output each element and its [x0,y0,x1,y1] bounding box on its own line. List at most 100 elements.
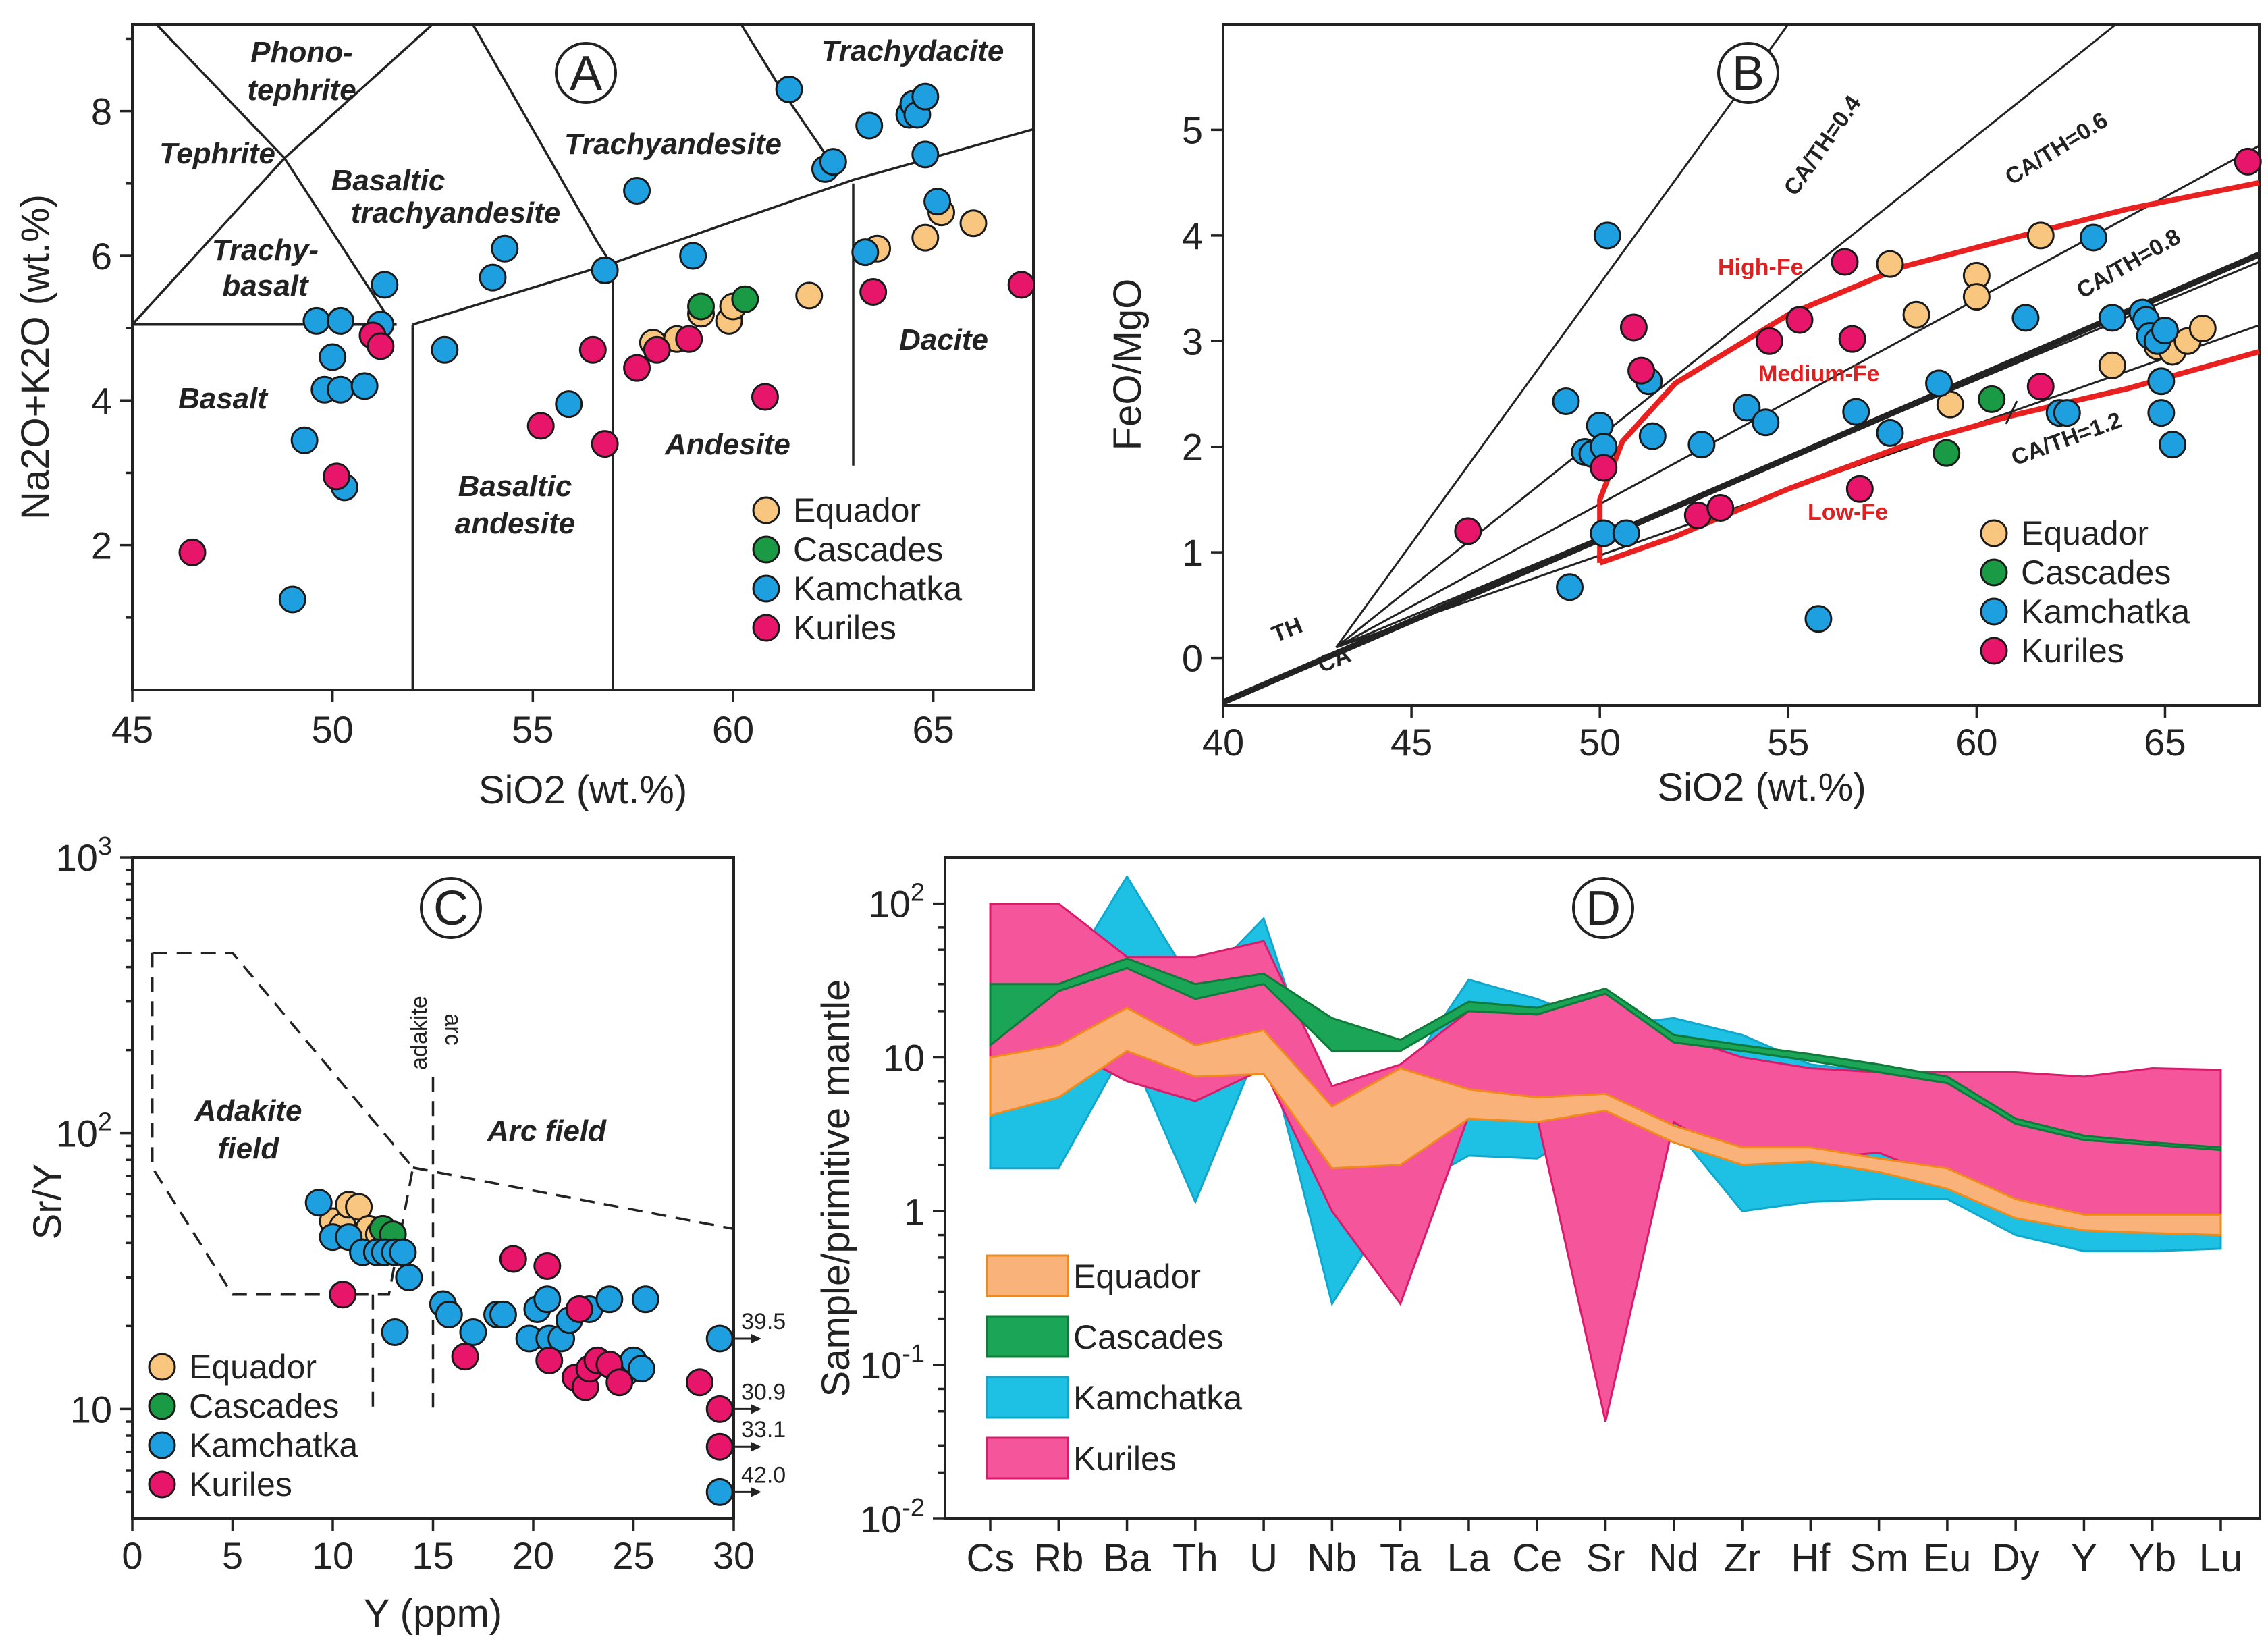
point-kamchatka [533,1285,562,1314]
field-boundary [155,23,286,159]
point-kamchatka [819,148,847,176]
line-label: CA/TH=0.6 [2001,107,2112,190]
x-tick-label: Nd [1649,1536,1699,1580]
legend-label-kuriles: Kuriles [1073,1440,1177,1478]
field-label: andesite [455,507,576,540]
legend-swatch-equador [986,1254,1069,1297]
legend-marker-kuriles [148,1470,176,1499]
legend-label-equador: Equador [2021,514,2149,552]
x-tick-label: Sm [1850,1536,1908,1580]
point-kuriles [705,1432,734,1461]
x-tick-label: 45 [1390,721,1432,763]
point-kuriles [329,1281,357,1309]
point-kuriles [1755,327,1783,355]
x-tick-label: 40 [1202,721,1244,763]
point-kamchatka [2147,399,2176,427]
point-kamchatka [851,238,880,267]
point-kamchatka [1842,398,1870,426]
point-kamchatka [911,140,940,169]
y-tick-label: 10 [883,1036,925,1079]
x-tick-label: Th [1172,1536,1218,1580]
x-tick-label: 30 [713,1534,755,1577]
point-equador [1962,283,1991,311]
plot-frame [131,23,1035,691]
point-equador [2026,221,2055,250]
point-kamchatka [350,372,379,400]
point-cascades [731,285,759,313]
point-cascades [687,292,716,321]
panel-d: Cs Rb Ba Th U Nb Ta La Ce Sr Nd Zr Hf Sm Eu Dy Y Yb Lu 10-2… [814,856,2261,1580]
legend-marker-equador [752,496,780,524]
panel-c: 0 5 10 15 20 25 30 10 102 103 Y (ppm) Sr/Y Adakite fi… [26,832,786,1636]
x-tick-label: 65 [2144,721,2186,763]
range-cascades [989,957,2222,1152]
field-label: Trachydacite [821,34,1004,68]
x-tick-label: Sr [1586,1536,1625,1580]
point-kamchatka [431,335,459,364]
point-kamchatka [2012,304,2040,332]
point-kamchatka [705,1478,734,1506]
y-tick-label: 1 [904,1190,925,1233]
point-kamchatka [627,1355,655,1383]
legend-marker-equador [148,1353,176,1381]
arrowhead [751,1487,761,1497]
point-kuriles [1845,475,1874,503]
x-axis-label: Y (ppm) [364,1592,502,1636]
field-label: Basaltic [458,470,572,503]
point-kamchatka [1552,387,1580,415]
adakite-field [151,951,414,1296]
field-label: trachyandesite [351,196,561,230]
offscale-label: 42.0 [741,1462,786,1488]
legend-marker-cascades [752,535,780,564]
point-kuriles [751,383,779,411]
legend-swatch-kuriles [986,1436,1069,1480]
point-equador [1902,300,1931,329]
point-kuriles [367,332,395,360]
point-kamchatka [2151,317,2179,345]
panel-label-d: D [1586,882,1621,936]
point-equador [795,281,824,310]
legend-label-equador: Equador [1073,1258,1201,1295]
point-equador [2188,315,2217,343]
point-kuriles [565,1295,593,1324]
ca-th-line [1335,144,2260,649]
point-kamchatka [911,82,940,111]
point-kamchatka [389,1238,417,1266]
x-tick-label: 20 [512,1534,554,1577]
arc-field-boundary [412,1166,734,1231]
y-axis-label: FeO/MgO [1106,279,1150,451]
point-kamchatka [1556,573,1584,601]
x-tick-label: 65 [913,708,954,751]
y-axis-label: Sample/primitive mantle [814,979,858,1397]
legend-swatch-kamchatka [986,1376,1069,1419]
point-kamchatka [1733,394,1761,422]
point-kuriles [451,1343,479,1371]
point-kuriles [533,1252,562,1280]
legend-marker-equador [1980,519,2008,547]
x-tick-label: 5 [222,1534,243,1577]
x-tick-label: 60 [712,708,754,751]
point-kamchatka [631,1285,659,1314]
arrowhead [751,1334,761,1344]
y-tick-label: 0 [1182,637,1203,680]
point-kuriles [643,335,671,364]
point-kuriles [591,430,619,458]
point-kamchatka [1638,422,1667,450]
x-tick-label: Yb [2128,1536,2176,1580]
th-ca-divider [1222,251,2261,705]
point-kuriles [1590,454,1618,482]
point-equador [959,209,988,238]
x-tick-label: 45 [111,708,153,751]
point-kamchatka [1876,419,1904,447]
point-kamchatka [1688,431,1716,459]
legend-label-cascades: Cascades [793,531,943,568]
x-tick-label: 50 [1579,721,1621,763]
field-label: Trachyandesite [564,128,782,161]
point-kuriles [323,462,351,491]
point-kamchatka [595,1285,624,1314]
field-label: Dacite [899,323,988,356]
point-kuriles [623,354,651,382]
legend-swatch-cascades [986,1315,1069,1358]
point-kamchatka [775,75,803,103]
y-tick-label: 8 [91,90,112,133]
